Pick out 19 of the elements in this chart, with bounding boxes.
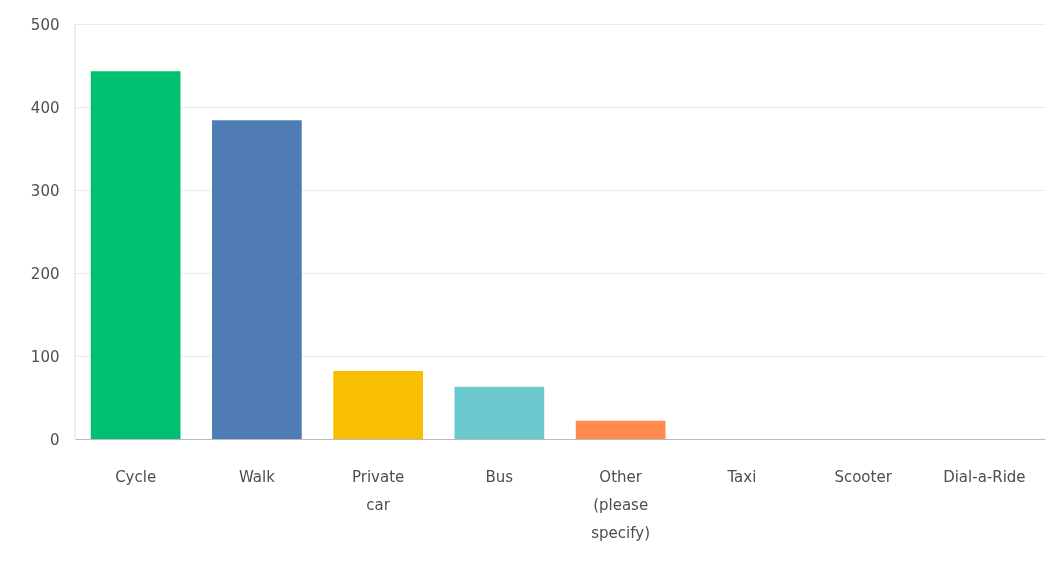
x-tick-label: Dial-a-Ride (943, 467, 1026, 486)
bar (90, 71, 181, 439)
bar (212, 120, 302, 439)
y-tick-label: 300 (30, 181, 60, 200)
x-tick-label: Scooter (834, 467, 893, 486)
x-tick-label: Other (please specify) (591, 467, 650, 542)
x-tick-label: Walk (238, 467, 276, 486)
bar (454, 386, 545, 439)
bar (575, 420, 666, 439)
y-tick-label: 200 (30, 264, 60, 283)
y-tick-label: 400 (30, 98, 60, 117)
y-tick-label: 500 (30, 15, 60, 34)
x-tick-label: Taxi (726, 467, 757, 486)
x-tick-label: Bus (485, 467, 514, 486)
bar (333, 370, 423, 439)
y-tick-label: 0 (49, 430, 60, 449)
y-tick-label: 100 (30, 347, 60, 366)
x-tick-label: Cycle (115, 467, 157, 486)
x-tick-label: Private car (351, 467, 405, 514)
